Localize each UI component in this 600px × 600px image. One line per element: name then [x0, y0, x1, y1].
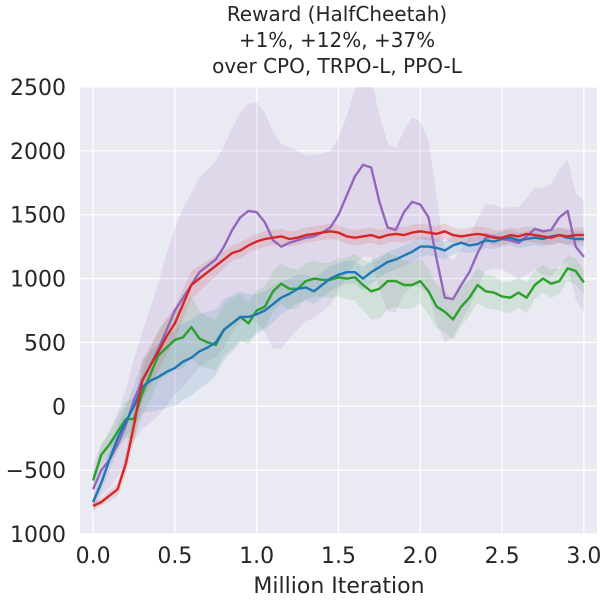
- chart-title-line-3: over CPO, TRPO-L, PPO-L: [212, 54, 463, 78]
- series-0-band: [93, 87, 584, 515]
- x-tick-label: 3.0: [566, 544, 600, 569]
- series-1-band: [93, 253, 584, 488]
- y-tick-label: 2500: [10, 76, 66, 101]
- series-2-line: [91, 233, 584, 503]
- x-tick-label: 0.5: [157, 544, 192, 569]
- y-tick-label: 1000: [10, 523, 66, 548]
- x-tick-label: 1.5: [321, 544, 356, 569]
- confidence-bands: [93, 87, 584, 515]
- chart-title-line-1: Reward (HalfCheetah): [227, 2, 447, 26]
- x-tick-labels: 0.0 0.5 1.0 1.5 2.0 2.5 3.0: [76, 544, 600, 569]
- series-lines: [91, 163, 585, 507]
- series-2-band: [93, 227, 584, 508]
- y-tick-label: 500: [24, 331, 66, 356]
- x-tick-label: 2.0: [403, 544, 438, 569]
- x-tick-label: 1.0: [239, 544, 274, 569]
- y-tick-label: 1000: [10, 268, 66, 293]
- y-tick-label: −500: [6, 459, 66, 484]
- y-tick-label: 2000: [10, 140, 66, 165]
- chart-title-line-2: +1%, +12%, +37%: [239, 28, 435, 52]
- x-tick-label: 2.5: [485, 544, 520, 569]
- series-3-line: [92, 230, 584, 507]
- grid: [80, 86, 597, 535]
- y-tick-label: 1500: [10, 204, 66, 229]
- y-tick-labels: 1000 −500 0 500 1000 1500 2000 2500: [6, 76, 66, 548]
- series-1-line: [91, 267, 585, 481]
- y-tick-label: 0: [52, 395, 66, 420]
- x-tick-label: 0.0: [76, 544, 111, 569]
- x-axis-label: Million Iteration: [253, 574, 424, 599]
